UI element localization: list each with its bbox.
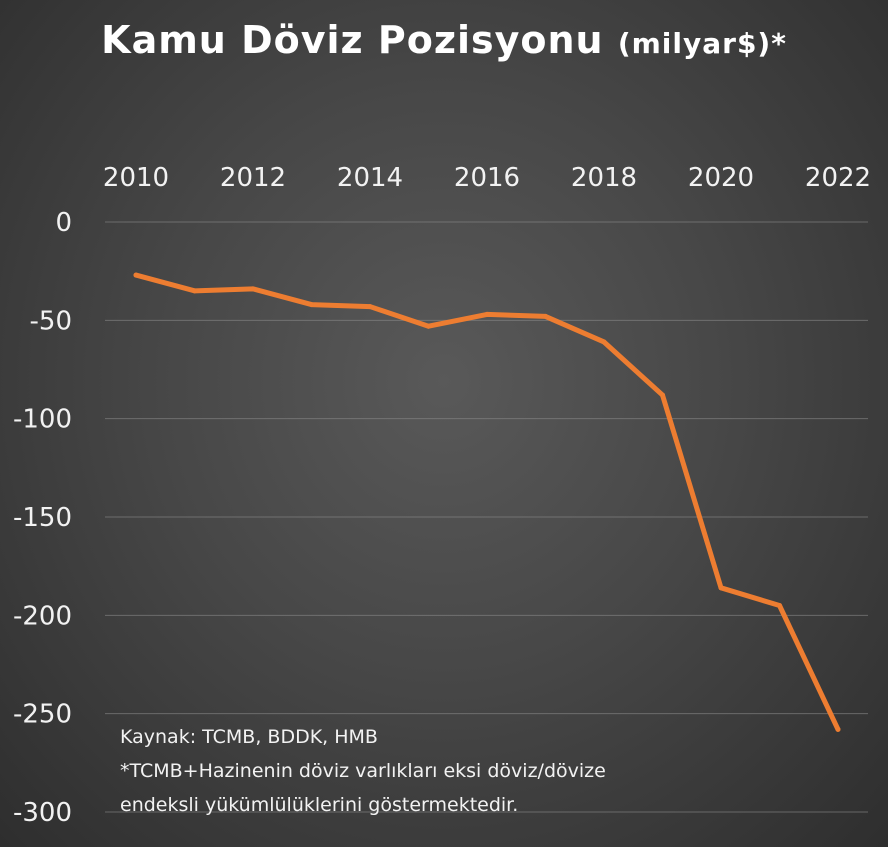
x-tick-label-6: 2022 bbox=[805, 163, 871, 193]
x-axis-ticks: 2010 2012 2014 2016 2018 2020 2022 bbox=[103, 163, 871, 193]
y-tick-label-4: -200 bbox=[13, 601, 72, 631]
x-tick-label-4: 2018 bbox=[571, 163, 637, 193]
data-point-2010 bbox=[133, 272, 139, 278]
data-point-2019 bbox=[660, 392, 665, 398]
series-group bbox=[133, 272, 841, 732]
series-line-0 bbox=[133, 272, 841, 732]
x-tick-label-2: 2014 bbox=[337, 163, 403, 193]
y-axis-ticks: 0 -50 -100 -150 -200 -250 -300 bbox=[13, 208, 72, 828]
x-tick-label-5: 2020 bbox=[688, 163, 754, 193]
source-note: Kaynak: TCMB, BDDK, HMB bbox=[120, 726, 378, 748]
data-point-2014 bbox=[367, 304, 373, 310]
data-point-2013 bbox=[309, 302, 314, 308]
data-point-2018 bbox=[601, 339, 607, 345]
data-point-2016 bbox=[484, 311, 490, 317]
y-tick-label-5: -250 bbox=[13, 700, 72, 730]
data-point-2017 bbox=[543, 313, 548, 319]
y-tick-label-0: 0 bbox=[55, 208, 72, 238]
y-tick-label-2: -100 bbox=[13, 405, 72, 435]
footnote-line-1: *TCMB+Hazinenin döviz varlıkları eksi dö… bbox=[120, 760, 606, 782]
data-point-2011 bbox=[192, 288, 197, 294]
data-point-2021 bbox=[777, 603, 782, 608]
footnote-line-2: endeksli yükümlülüklerini göstermektedir… bbox=[120, 794, 519, 816]
chart-title-unit: (milyar$)* bbox=[617, 27, 787, 60]
data-point-2012 bbox=[250, 286, 256, 292]
x-tick-label-3: 2016 bbox=[454, 163, 520, 193]
y-tick-label-6: -300 bbox=[13, 798, 72, 828]
x-tick-label-0: 2010 bbox=[103, 163, 169, 193]
grid-lines bbox=[105, 221, 868, 813]
data-point-2020 bbox=[718, 585, 724, 591]
data-point-2022 bbox=[835, 726, 841, 732]
chart-notes: Kaynak: TCMB, BDDK, HMB *TCMB+Hazinenin … bbox=[120, 720, 820, 822]
chart-title-text: Kamu Döviz Pozisyonu bbox=[101, 18, 604, 62]
data-point-2015 bbox=[426, 323, 431, 329]
y-tick-label-3: -150 bbox=[13, 503, 72, 533]
x-tick-label-1: 2012 bbox=[220, 163, 286, 193]
y-tick-label-1: -50 bbox=[30, 306, 72, 336]
chart-title: Kamu Döviz Pozisyonu (milyar$)* bbox=[0, 18, 888, 62]
